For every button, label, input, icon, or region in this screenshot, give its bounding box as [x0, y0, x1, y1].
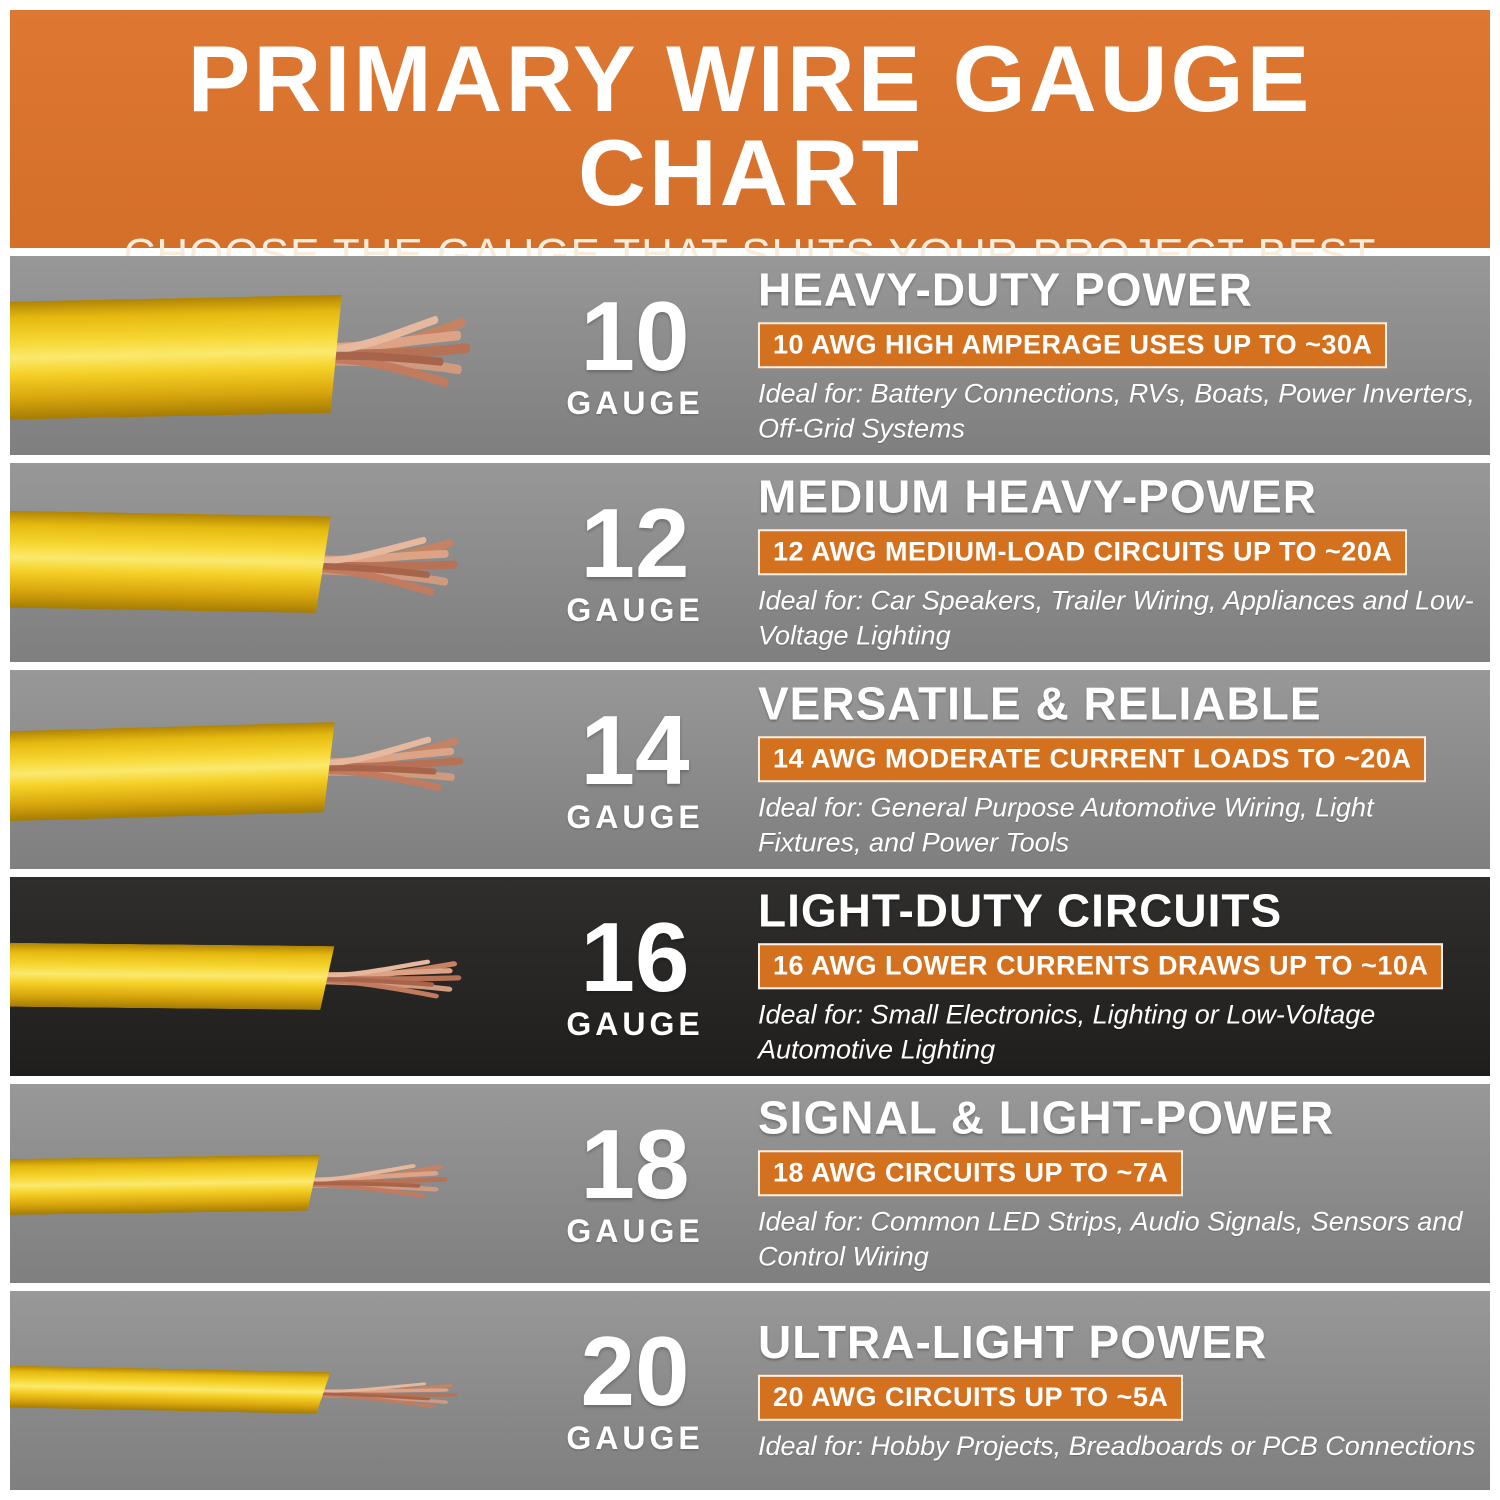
ideal-for-text: Ideal for: Car Speakers, Trailer Wiring,… — [758, 585, 1474, 651]
amperage-badge: 14 AWG MODERATE CURRENT LOADS TO ~20A — [758, 736, 1427, 783]
ideal-for-text: Ideal for: Small Electronics, Lighting o… — [758, 999, 1376, 1065]
copper-strands-icon — [327, 726, 461, 803]
gauge-label-18: 18 GAUGE — [540, 1108, 730, 1249]
gauge-word: GAUGE — [566, 798, 704, 835]
amperage-badge: 12 AWG MEDIUM-LOAD CIRCUITS UP TO ~20A — [758, 529, 1408, 576]
yellow-wire-12awg-icon — [10, 510, 455, 615]
gauge-word: GAUGE — [566, 591, 704, 628]
gauge-word: GAUGE — [566, 1212, 704, 1249]
gauge-info-14: VERSATILE & RELIABLE 14 AWG MODERATE CUR… — [758, 676, 1488, 860]
gauge-label-14: 14 GAUGE — [540, 694, 730, 835]
amperage-badge: 20 AWG CIRCUITS UP TO ~5A — [758, 1374, 1184, 1421]
amperage-badge: 18 AWG CIRCUITS UP TO ~7A — [758, 1150, 1184, 1197]
copper-strands-icon — [326, 951, 459, 1005]
wire-insulation — [10, 294, 344, 419]
copper-strands-icon — [321, 524, 454, 606]
ideal-for-text: Ideal for: Battery Connections, RVs, Boa… — [758, 378, 1475, 444]
gauge-word: GAUGE — [566, 1005, 704, 1042]
gauge-number: 18 — [580, 1108, 690, 1219]
wire-insulation — [10, 1154, 320, 1214]
gauge-row-12: 12 GAUGE MEDIUM HEAVY-POWER 12 AWG MEDIU… — [10, 463, 1490, 662]
ideal-for-text: Ideal for: Common LED Strips, Audio Sign… — [758, 1206, 1463, 1272]
gauge-info-20: ULTRA-LIGHT POWER 20 AWG CIRCUITS UP TO … — [758, 1317, 1488, 1463]
copper-strands-icon — [322, 1375, 455, 1412]
gauge-number: 12 — [580, 487, 690, 598]
row-title: HEAVY-DUTY POWER — [758, 262, 1253, 315]
gauge-row-18: 18 GAUGE SIGNAL & LIGHT-POWER 18 AWG CIR… — [10, 1084, 1490, 1283]
yellow-wire-20awg-icon — [10, 1365, 454, 1417]
gauge-rows: 10 GAUGE HEAVY-DUTY POWER 10 AWG HIGH AM… — [10, 256, 1490, 1490]
gauge-label-20: 20 GAUGE — [540, 1315, 730, 1456]
wire-insulation — [10, 722, 337, 821]
gauge-number: 10 — [580, 280, 690, 391]
yellow-wire-16awg-icon — [10, 942, 458, 1011]
gauge-number: 16 — [580, 901, 690, 1012]
header-banner: PRIMARY WIRE GAUGE CHART CHOOSE THE GAUG… — [10, 10, 1490, 345]
row-title: MEDIUM HEAVY-POWER — [758, 469, 1317, 522]
row-title: LIGHT-DUTY CIRCUITS — [758, 883, 1283, 936]
amperage-badge: 10 AWG HIGH AMPERAGE USES UP TO ~30A — [758, 322, 1388, 369]
gauge-row-10: 10 GAUGE HEAVY-DUTY POWER 10 AWG HIGH AM… — [10, 256, 1490, 455]
copper-strands-icon — [312, 1157, 445, 1205]
yellow-wire-10awg-icon — [10, 292, 468, 420]
gauge-info-12: MEDIUM HEAVY-POWER 12 AWG MEDIUM-LOAD CI… — [758, 469, 1488, 653]
gauge-info-16: LIGHT-DUTY CIRCUITS 16 AWG LOWER CURRENT… — [758, 883, 1488, 1067]
wire-insulation — [10, 510, 331, 613]
copper-strands-icon — [334, 302, 468, 401]
row-title: ULTRA-LIGHT POWER — [758, 1315, 1268, 1368]
gauge-word: GAUGE — [566, 1419, 704, 1456]
gauge-info-10: HEAVY-DUTY POWER 10 AWG HIGH AMPERAGE US… — [758, 262, 1488, 446]
wire-insulation — [10, 942, 334, 1010]
page-title: PRIMARY WIRE GAUGE CHART — [187, 26, 1313, 225]
wire-insulation — [10, 1365, 330, 1414]
row-title: SIGNAL & LIGHT-POWER — [758, 1090, 1335, 1143]
gauge-label-16: 16 GAUGE — [540, 901, 730, 1042]
gauge-row-20: 20 GAUGE ULTRA-LIGHT POWER 20 AWG CIRCUI… — [10, 1291, 1490, 1490]
gauge-row-14: 14 GAUGE VERSATILE & RELIABLE 14 AWG MOD… — [10, 670, 1490, 869]
gauge-label-12: 12 GAUGE — [540, 487, 730, 628]
gauge-row-16: 16 GAUGE LIGHT-DUTY CIRCUITS 16 AWG LOWE… — [10, 877, 1490, 1076]
ideal-for-text: Ideal for: General Purpose Automotive Wi… — [758, 792, 1374, 858]
row-title: VERSATILE & RELIABLE — [758, 676, 1322, 729]
ideal-for-text: Ideal for: Hobby Projects, Breadboards o… — [758, 1430, 1476, 1461]
gauge-number: 14 — [580, 694, 690, 805]
amperage-badge: 16 AWG LOWER CURRENTS DRAWS UP TO ~10A — [758, 943, 1444, 990]
gauge-label-10: 10 GAUGE — [540, 280, 730, 421]
yellow-wire-18awg-icon — [10, 1152, 444, 1214]
gauge-info-18: SIGNAL & LIGHT-POWER 18 AWG CIRCUITS UP … — [758, 1090, 1488, 1274]
gauge-number: 20 — [580, 1315, 690, 1426]
gauge-word: GAUGE — [566, 384, 704, 421]
yellow-wire-14awg-icon — [10, 718, 461, 821]
